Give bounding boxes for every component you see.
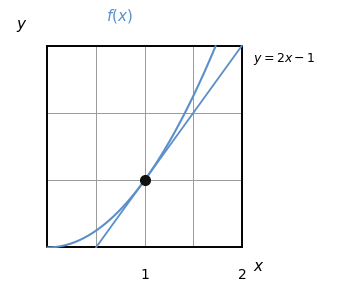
Text: 1: 1 [140,268,149,282]
Text: $x$: $x$ [253,259,265,274]
Text: $f(x)$: $f(x)$ [106,7,133,25]
Text: 2: 2 [238,268,247,282]
Text: $y$: $y$ [16,18,27,34]
Text: $y = 2x - 1$: $y = 2x - 1$ [253,51,316,67]
